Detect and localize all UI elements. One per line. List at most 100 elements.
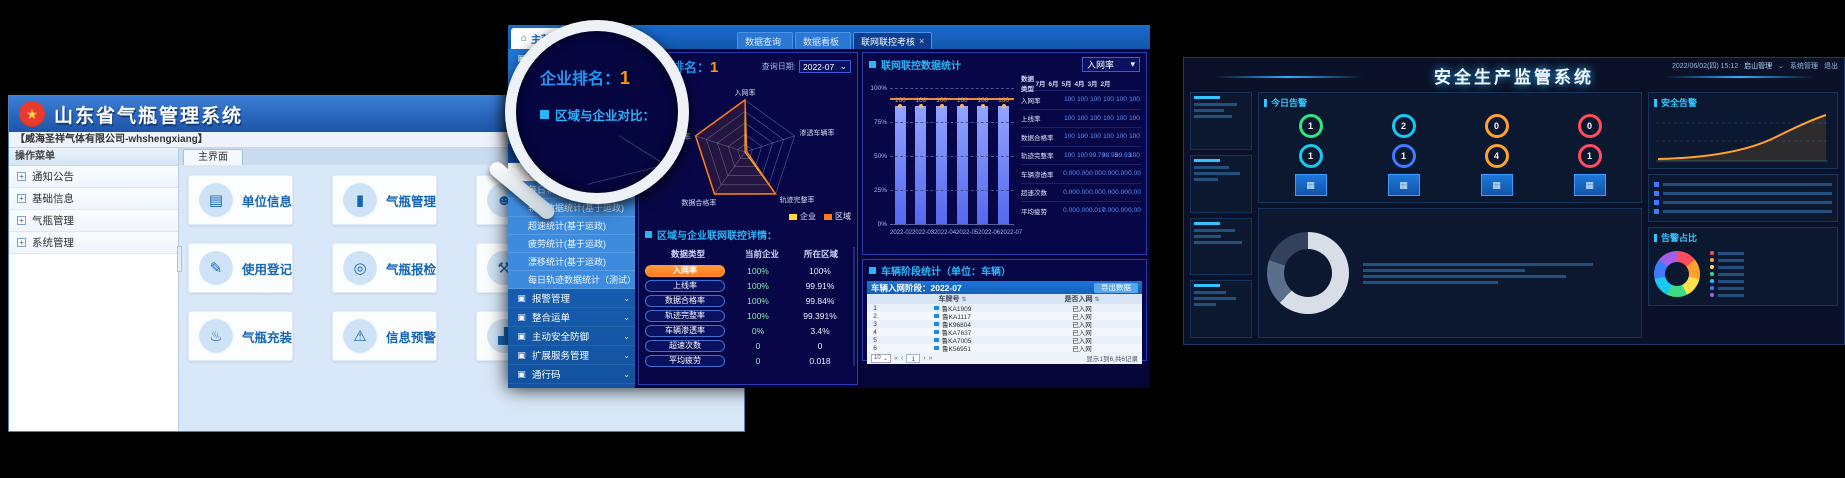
expand-plus-icon[interactable]: + [17, 216, 26, 225]
data-type-button[interactable]: 超速次数 [645, 339, 725, 352]
menu-item[interactable]: + 通知公告 [9, 166, 178, 188]
action-tile[interactable]: ▦ [1294, 174, 1327, 196]
close-tab-icon[interactable]: × [919, 36, 925, 46]
page-tab[interactable]: 数据看板 [795, 32, 852, 49]
page-input[interactable]: 1 [906, 353, 921, 363]
stat-circle: 2 [1391, 114, 1416, 138]
sidebar-subitem[interactable]: 每日轨迹数据统计（测试） [508, 271, 635, 289]
months-table-row: 轨迹完整率 100 100 99.73 98.95 99.93 100 [1021, 145, 1141, 165]
month-value: 100 [1077, 133, 1088, 141]
y-tick-label: 25% [873, 187, 887, 194]
mini-panel [1190, 280, 1252, 338]
prev-page-button[interactable]: ‹ [900, 354, 904, 362]
sort-status-header[interactable]: 是否入网 ⇅ [1064, 296, 1100, 303]
menu-item[interactable]: + 基础信息 [9, 188, 178, 210]
panel-title: 安全告警 [1661, 98, 1698, 108]
sidebar-item[interactable]: ▣ 主动安全防御 ⌄ [508, 327, 635, 346]
sidebar-item-label: 通行码 [532, 370, 561, 381]
tab-main-screen[interactable]: 主界面 [183, 149, 243, 165]
app-card[interactable]: ▤ 单位信息 [188, 175, 293, 225]
data-type-button[interactable]: 数据合格率 [645, 294, 725, 307]
first-page-button[interactable]: « [894, 354, 898, 362]
sidebar-item[interactable]: ▣ 报警管理 ⌄ [508, 289, 635, 308]
action-tile[interactable]: ▦ [1387, 174, 1420, 196]
magnifier-lens: 企业排名：1 区域与企业对比： [505, 20, 689, 204]
vehicle-icon [934, 322, 940, 326]
month-value: 99.93 [1115, 151, 1132, 159]
alarm-ratio-panel: 告警占比 [1648, 227, 1838, 306]
last-page-button[interactable]: » [928, 354, 933, 362]
region-value: 99.391% [803, 310, 837, 321]
app-card[interactable]: ♨ 气瓶充装 [188, 311, 293, 361]
network-status: 已入网 [1072, 322, 1092, 329]
metric-dropdown[interactable]: 入网率 ▾ [1082, 57, 1140, 72]
section-bullet [540, 110, 549, 119]
sidebar-subitem[interactable]: 疲劳统计(基于运政) [508, 235, 635, 253]
expand-plus-icon[interactable]: + [17, 194, 26, 203]
data-type-button[interactable]: 上线率 [645, 279, 725, 292]
expand-plus-icon[interactable]: + [17, 172, 26, 181]
quick-action-tiles: ▦ ▦ ▦ ▦ [1264, 171, 1636, 199]
legend-dot [1710, 265, 1714, 269]
action-tile[interactable]: ▦ [1480, 174, 1513, 196]
sort-plate-header[interactable]: 车牌号 ⇅ [938, 296, 967, 303]
row-number: 2 [873, 312, 877, 320]
row-number: 3 [873, 320, 877, 328]
app-card[interactable]: ▮ 气瓶管理 [332, 175, 437, 225]
month-value: 100 [1064, 151, 1075, 159]
month-value: 0.00 [1076, 170, 1089, 178]
list-dot [1654, 209, 1659, 214]
vehicle-row[interactable]: 2 鲁KA1117 已入网 [867, 312, 1142, 321]
months-table-row: 数据合格率 100 100 100 100 100 100 [1021, 127, 1141, 146]
query-date-dropdown[interactable]: 2022-07 ⌄ [799, 60, 851, 73]
page-size-select[interactable]: 10 ⌄ [871, 353, 891, 363]
row-type-label: 轨迹完整率 [1021, 153, 1054, 161]
sidebar-item[interactable]: ▣ 整合运单 ⌄ [508, 308, 635, 327]
vehicle-title: 车辆阶段统计（单位：车辆） [881, 267, 1011, 278]
sidebar-subitem[interactable]: 超速统计(基于运政) [508, 217, 635, 235]
menu-item-label: 通知公告 [32, 171, 74, 183]
data-type-button[interactable]: 平均疲劳 [645, 354, 725, 367]
detail-row: 数据合格率 100% 99.84% [645, 293, 851, 308]
query-date-label: 查询日期: [761, 62, 796, 71]
user-menu[interactable]: 启山管理 [1744, 63, 1773, 70]
page-tab[interactable]: 联网联控考核 × [853, 32, 933, 49]
system-admin-link[interactable]: 系统管理 [1790, 63, 1818, 70]
logout-link[interactable]: 退出 [1824, 63, 1838, 70]
company-value: 100% [747, 295, 769, 306]
extinguisher-icon: ♨ [199, 319, 233, 353]
bar: 100 [893, 88, 907, 224]
data-type-button[interactable]: 入网率 [645, 264, 725, 277]
sidebar-item[interactable]: ▣ 通行码 ⌄ [508, 365, 635, 384]
network-status: 已入网 [1072, 306, 1092, 313]
export-button[interactable]: 导出数据 [1094, 282, 1138, 293]
next-page-button[interactable]: › [923, 354, 926, 362]
sidebar-item[interactable]: ▣ 扩展服务管理 ⌄ [508, 346, 635, 365]
card-label: 气瓶充装 [242, 330, 293, 345]
action-tile[interactable]: ▦ [1573, 174, 1606, 196]
page-tab[interactable]: 数据查询 [737, 32, 794, 49]
sidebar-item-icon: ▣ [517, 311, 526, 322]
sidebar-splitter-handle[interactable] [177, 246, 182, 272]
app-card[interactable]: ⚠ 信息预警 [332, 311, 437, 361]
vehicle-row[interactable]: 1 鲁KA1909 已入网 [867, 304, 1142, 313]
menu-item[interactable]: + 气瓶管理 [9, 210, 178, 232]
legend-item: 企业 [789, 211, 816, 222]
sidebar-subitem[interactable]: 漂移统计(基于运政) [508, 253, 635, 271]
data-type-button[interactable]: 车辆渗透率 [645, 324, 725, 337]
stats-title: 联网联控数据统计 [881, 61, 961, 72]
y-tick-label: 75% [873, 119, 887, 126]
vehicle-row[interactable]: 3 鲁K96804 已入网 [867, 320, 1142, 329]
company-value: 0% [751, 325, 765, 336]
expand-plus-icon[interactable]: + [17, 238, 26, 247]
menu-item[interactable]: + 系统管理 [9, 232, 178, 254]
app-card[interactable]: ✎ 使用登记 [188, 243, 293, 293]
sidebar-item[interactable]: ▣ 资料库 ⌄ [508, 384, 635, 389]
scrollbar-track[interactable] [853, 247, 855, 366]
vehicle-row[interactable]: 6 鲁K56951 已入网 [867, 344, 1142, 353]
app-card[interactable]: ◎ 气瓶报检 [332, 243, 437, 293]
vehicle-row[interactable]: 5 鲁KA7005 已入网 [867, 336, 1142, 345]
vehicle-row[interactable]: 4 鲁KA7637 已入网 [867, 328, 1142, 337]
data-type-button[interactable]: 轨迹完整率 [645, 309, 725, 322]
x-tick-label: 2022-07 [1000, 230, 1023, 236]
